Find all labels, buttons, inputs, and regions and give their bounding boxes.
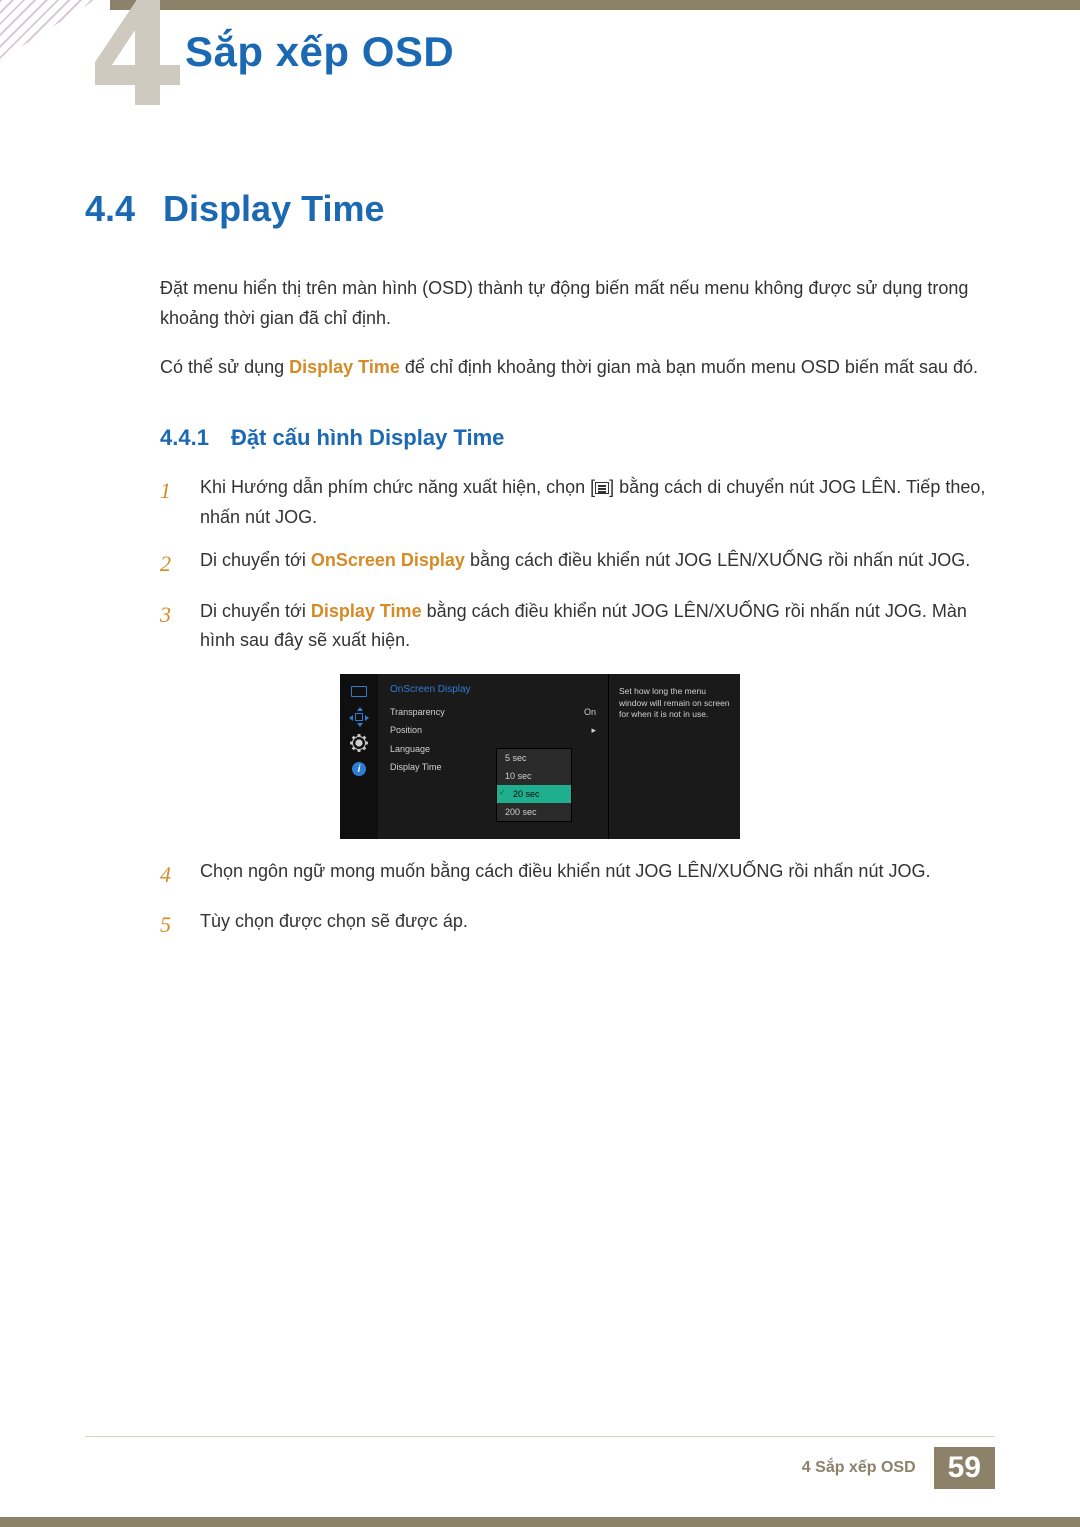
- footer: 4 Sắp xếp OSD 59: [802, 1447, 995, 1489]
- steps-list-cont: 4 Chọn ngôn ngữ mong muốn bằng cách điều…: [160, 857, 995, 944]
- intro-p2-b: để chỉ định khoảng thời gian mà bạn muốn…: [400, 357, 978, 377]
- step-number: 1: [160, 473, 182, 532]
- osd-menu: OnScreen Display Transparency On Positio…: [378, 674, 608, 839]
- step-number: 3: [160, 597, 182, 656]
- step-text: Di chuyển tới OnScreen Display bằng cách…: [200, 546, 995, 582]
- step-3: 3 Di chuyển tới Display Time bằng cách đ…: [160, 597, 995, 656]
- osd-option: 5 sec: [497, 749, 571, 767]
- step2-a: Di chuyển tới: [200, 550, 311, 570]
- corner-hatching: [0, 0, 95, 60]
- step-5: 5 Tùy chọn được chọn sẽ được áp.: [160, 907, 995, 943]
- bottom-accent-bar: [0, 1517, 1080, 1527]
- osd-option: 200 sec: [497, 803, 571, 821]
- step2-b: bằng cách điều khiển nút JOG LÊN/XUỐNG r…: [465, 550, 970, 570]
- subsection-number: 4.4.1: [160, 425, 209, 451]
- chapter-title: Sắp xếp OSD: [185, 28, 454, 76]
- step3-highlight: Display Time: [311, 601, 422, 621]
- section-heading: 4.4 Display Time: [85, 188, 995, 230]
- subsection-title: Đặt cấu hình Display Time: [231, 425, 504, 451]
- step-number: 4: [160, 857, 182, 893]
- info-icon: i: [350, 762, 368, 776]
- step-number: 2: [160, 546, 182, 582]
- osd-row-position: Position ▸: [390, 721, 596, 740]
- osd-label: Transparency: [390, 707, 445, 717]
- osd-sidebar: i: [340, 674, 378, 839]
- osd-row-transparency: Transparency On: [390, 703, 596, 721]
- page: Sắp xếp OSD 4.4 Display Time Đặt menu hi…: [0, 0, 1080, 1527]
- step3-a: Di chuyển tới: [200, 601, 311, 621]
- section-title: Display Time: [163, 188, 384, 230]
- intro-p2-highlight: Display Time: [289, 357, 400, 377]
- osd-dropdown: 5 sec 10 sec 20 sec 200 sec: [496, 748, 572, 822]
- nav-icon: [350, 710, 368, 724]
- osd-heading: OnScreen Display: [390, 684, 596, 695]
- osd-option-label: 20 sec: [513, 789, 540, 799]
- menu-icon: [595, 482, 609, 494]
- osd-figure: i OnScreen Display Transparency On Posit…: [340, 674, 740, 839]
- step-text: Khi Hướng dẫn phím chức năng xuất hiện, …: [200, 473, 995, 532]
- step1-a: Khi Hướng dẫn phím chức năng xuất hiện, …: [200, 477, 595, 497]
- step-text: Chọn ngôn ngữ mong muốn bằng cách điều k…: [200, 857, 995, 893]
- osd-option: 10 sec: [497, 767, 571, 785]
- osd-label: Language: [390, 744, 430, 754]
- step-text: Tùy chọn được chọn sẽ được áp.: [200, 907, 995, 943]
- body: Đặt menu hiển thị trên màn hình (OSD) th…: [160, 274, 995, 944]
- big-four-svg: [90, 0, 200, 110]
- intro-para-2: Có thể sử dụng Display Time để chỉ định …: [160, 353, 995, 383]
- page-number: 59: [934, 1447, 995, 1489]
- step-text: Di chuyển tới Display Time bằng cách điề…: [200, 597, 995, 656]
- step-number: 5: [160, 907, 182, 943]
- step-4: 4 Chọn ngôn ngữ mong muốn bằng cách điều…: [160, 857, 995, 893]
- step-2: 2 Di chuyển tới OnScreen Display bằng cá…: [160, 546, 995, 582]
- gear-icon: [350, 736, 368, 750]
- arrow-right-icon: ▸: [591, 725, 596, 736]
- osd-panel: i OnScreen Display Transparency On Posit…: [340, 674, 740, 839]
- step-1: 1 Khi Hướng dẫn phím chức năng xuất hiện…: [160, 473, 995, 532]
- footer-rule: [85, 1436, 995, 1437]
- osd-label: Display Time: [390, 762, 442, 772]
- intro-p2-a: Có thể sử dụng: [160, 357, 289, 377]
- osd-label: Position: [390, 725, 422, 736]
- chapter-number-graphic: [90, 0, 200, 110]
- screen-icon: [350, 684, 368, 698]
- osd-help-text: Set how long the menu window will remain…: [608, 674, 740, 839]
- section-number: 4.4: [85, 188, 135, 230]
- step2-highlight: OnScreen Display: [311, 550, 465, 570]
- subsection-heading: 4.4.1 Đặt cấu hình Display Time: [160, 425, 995, 451]
- steps-list: 1 Khi Hướng dẫn phím chức năng xuất hiện…: [160, 473, 995, 656]
- osd-option-selected: 20 sec: [497, 785, 571, 803]
- footer-chapter-text: 4 Sắp xếp OSD: [802, 1459, 916, 1477]
- intro-para-1: Đặt menu hiển thị trên màn hình (OSD) th…: [160, 274, 995, 333]
- osd-value: On: [584, 707, 596, 717]
- content-area: 4.4 Display Time Đặt menu hiển thị trên …: [85, 188, 995, 958]
